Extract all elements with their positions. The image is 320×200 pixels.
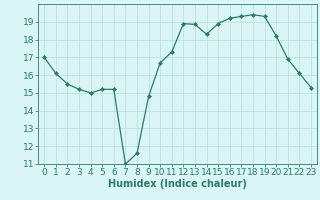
X-axis label: Humidex (Indice chaleur): Humidex (Indice chaleur) <box>108 179 247 189</box>
